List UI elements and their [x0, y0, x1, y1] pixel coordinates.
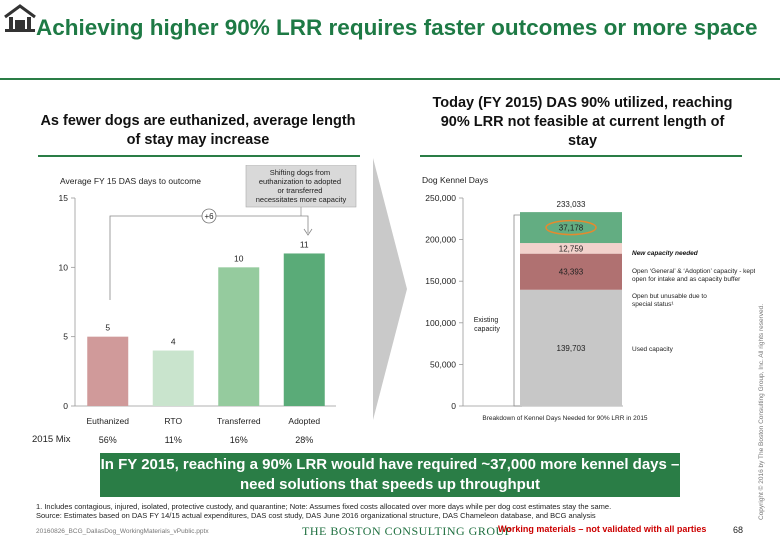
delta-badge [201, 208, 217, 224]
note-open-general: Open ‘General’ & ‘Adoption’ capacity - k… [632, 268, 755, 283]
note-unusable: Open but unusable due to special status¹ [632, 293, 709, 308]
mix-row-label: 2015 Mix [32, 434, 71, 445]
copyright-notice: Copyright © 2016 by The Boston Consultin… [758, 303, 765, 520]
bar-value-label: 4 [171, 337, 176, 347]
left-y-tick-label: 0 [63, 401, 68, 411]
callout-box [245, 165, 357, 208]
total-value-label: 233,033 [557, 200, 586, 209]
mix-value: 11% [165, 435, 182, 445]
working-materials-warning: Working materials – not validated with a… [498, 524, 707, 534]
existing-capacity-bracket [513, 214, 522, 407]
bar-value-label: 10 [234, 253, 244, 263]
transition-arrow-icon [373, 158, 407, 420]
file-reference: 20160826_BCG_DallasDog_WorkingMaterials_… [36, 528, 209, 535]
segment-open-buffer [520, 243, 622, 254]
right-y-tick-label: 100,000 [425, 318, 456, 328]
highlight-ring [545, 219, 597, 236]
left-bar-chart: Average FY 15 DAS days to outcome Shifti… [59, 165, 357, 445]
right-stacked-chart: Dog Kennel Days 0 50,000 100,000 150,000 200… [422, 175, 755, 422]
delta-bracket [109, 215, 309, 300]
house-logo-icon [4, 4, 36, 32]
bar-transferred [218, 267, 260, 406]
right-y-tick-label: 250,000 [425, 193, 456, 203]
segment-unusable [520, 253, 622, 290]
bar-adopted [283, 253, 325, 406]
right-panel-heading: Today (FY 2015) DAS 90% utilized, reachi… [432, 95, 733, 149]
right-y-tick-label: 50,000 [430, 359, 456, 369]
left-panel-heading: As fewer dogs are euthanized, average le… [40, 113, 356, 148]
callout-text: Shifting dogs from euthanization to adop… [256, 168, 347, 204]
mix-value: 28% [295, 435, 313, 445]
page-title: Achieving higher 90% LRR requires faster… [36, 15, 758, 40]
existing-capacity-label: Existing capacity [474, 317, 501, 333]
segment-value-label: 139,703 [557, 344, 586, 353]
left-y-axis-label: Average FY 15 DAS days to outcome [60, 176, 201, 186]
category-label: RTO [164, 416, 182, 426]
right-x-axis-label: Breakdown of Kennel Days Needed for 90% … [482, 415, 648, 422]
mix-value: 16% [230, 435, 248, 445]
source-note: Source: Estimates based on DAS FY 14/15 … [36, 511, 596, 520]
page-number: 68 [733, 525, 744, 535]
delta-label: +6 [204, 212, 214, 221]
left-heading-rule [38, 155, 360, 157]
segment-used-capacity [520, 289, 622, 406]
note-new-capacity: New capacity needed [632, 250, 699, 257]
left-y-tick-label: 10 [59, 262, 69, 272]
right-y-tick-label: 150,000 [425, 276, 456, 286]
bcg-brand: THE BOSTON CONSULTING GROUP [302, 524, 512, 538]
footnote: 1. Includes contagious, injured, isolate… [36, 502, 612, 511]
bar-rto [152, 350, 194, 406]
right-y-tick-label: 200,000 [425, 235, 456, 245]
segment-value-label: 43,393 [559, 268, 584, 277]
left-y-tick-label: 5 [63, 332, 68, 342]
segment-value-label: 37,178 [559, 224, 584, 233]
note-used-capacity: Used capacity [632, 346, 674, 353]
category-label: Adopted [288, 416, 320, 426]
left-y-tick-label: 15 [59, 193, 69, 203]
right-y-tick-label: 0 [451, 401, 456, 411]
right-y-axis-label: Dog Kennel Days [422, 175, 488, 185]
segment-new-capacity [520, 212, 622, 244]
title-divider [0, 78, 780, 80]
mix-value: 56% [99, 435, 117, 445]
bar-value-label: 5 [105, 323, 110, 333]
key-takeaway-banner: In FY 2015, reaching a 90% LRR would hav… [100, 453, 680, 497]
category-label: Euthanized [86, 416, 129, 426]
segment-value-label: 12,759 [559, 244, 584, 253]
right-heading-rule [420, 155, 742, 157]
bar-value-label: 11 [300, 239, 309, 249]
delta-arrowhead-icon [303, 228, 313, 236]
bar-euthanized [87, 336, 129, 406]
category-label: Transferred [217, 416, 261, 426]
